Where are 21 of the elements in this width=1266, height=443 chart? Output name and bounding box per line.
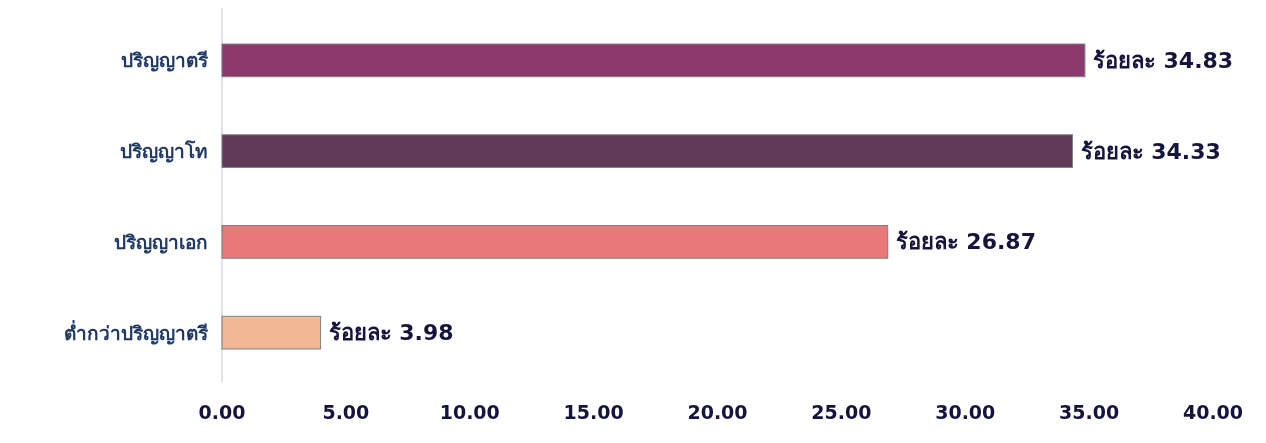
x-tick-label: 40.00 [1182, 401, 1244, 423]
y-tick-label: ต่ำกว่าปริญญาตรี [64, 319, 209, 345]
x-tick-label: 0.00 [198, 401, 246, 423]
y-tick-label: ปริญญาตรี [121, 49, 209, 73]
bar [221, 315, 322, 350]
x-tick-label: 30.00 [935, 401, 996, 423]
x-tick-label: 15.00 [563, 401, 624, 423]
x-tick-label: 5.00 [322, 401, 370, 423]
data-label: ร้อยละ 3.98 [328, 320, 454, 346]
y-tick-label: ปริญญาเอก [114, 230, 208, 254]
x-tick-label: 10.00 [439, 401, 500, 423]
data-label: ร้อยละ 26.87 [895, 229, 1036, 255]
bar [221, 134, 1074, 168]
x-tick-label: 25.00 [811, 401, 872, 423]
x-tick-label: 20.00 [687, 401, 748, 423]
y-tick-label: ปริญญาโท [120, 140, 208, 164]
bar [221, 225, 889, 259]
data-label: ร้อยละ 34.83 [1092, 47, 1234, 73]
x-tick-label: 35.00 [1059, 401, 1120, 423]
data-label: ร้อยละ 34.33 [1080, 138, 1221, 164]
bar [221, 43, 1086, 78]
